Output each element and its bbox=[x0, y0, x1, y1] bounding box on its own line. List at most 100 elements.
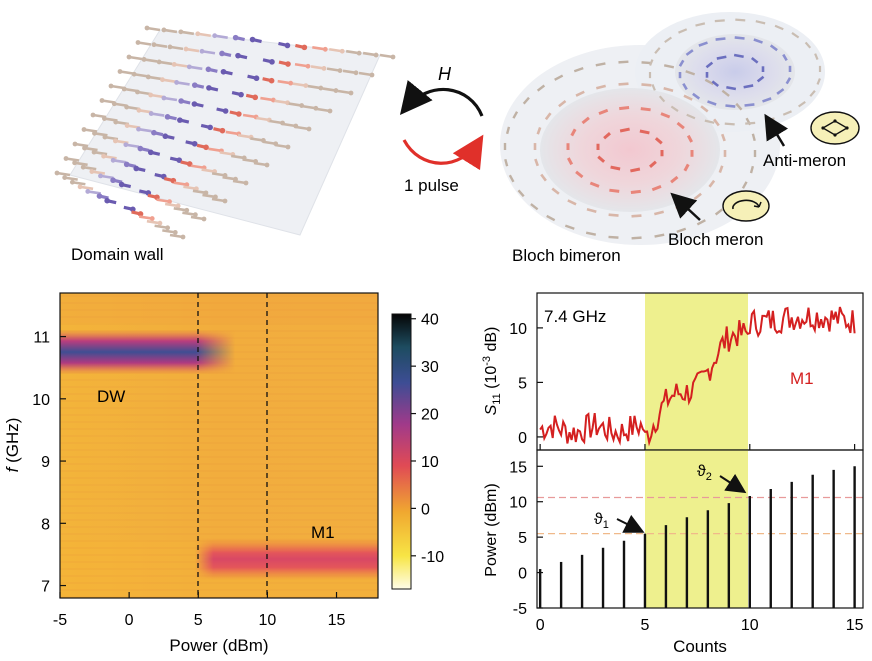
bimeron-spin bbox=[774, 24, 784, 31]
bimeron-spin bbox=[575, 90, 585, 97]
bimeron-spin bbox=[696, 219, 706, 226]
bimeron-spin bbox=[676, 227, 687, 234]
bimeron-spin bbox=[676, 121, 685, 130]
bar-y-tick: 5 bbox=[518, 530, 527, 547]
bimeron-spin bbox=[809, 90, 816, 97]
spin-arrow-head bbox=[268, 77, 275, 84]
spin-arrow-head bbox=[151, 42, 157, 48]
spin-arrow-head bbox=[121, 86, 127, 92]
bimeron-spin bbox=[704, 78, 714, 86]
spin-arrow-head bbox=[111, 101, 117, 107]
spin-arrow-head bbox=[220, 68, 227, 75]
bimeron-spin bbox=[654, 47, 661, 54]
bimeron-spin bbox=[619, 127, 630, 133]
spin-arrow-head bbox=[186, 64, 192, 70]
spin-arrow-head bbox=[118, 181, 125, 188]
bimeron-spin bbox=[707, 100, 717, 106]
bimeron-spin bbox=[654, 137, 663, 145]
bimeron-spin bbox=[619, 105, 630, 111]
spin-arrow-head bbox=[176, 157, 183, 163]
meron-swirl-icon bbox=[722, 190, 770, 222]
spin-arrow-head bbox=[101, 153, 107, 159]
spin-arrow-head bbox=[137, 145, 144, 152]
bimeron-spin bbox=[692, 92, 701, 100]
meron-pointer bbox=[670, 192, 701, 221]
colorbar: 40 30 20 10 0 -10 bbox=[391, 312, 444, 590]
spin-arrow-head bbox=[238, 91, 244, 98]
bimeron-spin bbox=[575, 170, 584, 179]
bimeron-spin bbox=[686, 134, 694, 143]
bimeron-spin bbox=[743, 84, 754, 89]
spin-arrow-head bbox=[136, 126, 141, 132]
spin-arrow-head bbox=[162, 133, 169, 140]
spin-arrow-head bbox=[110, 177, 116, 184]
anti-meron-label: Anti-meron bbox=[763, 151, 846, 170]
bimeron-spin bbox=[589, 181, 600, 188]
s11-series-line bbox=[539, 306, 856, 447]
spin-arrow-head bbox=[151, 129, 157, 136]
heatmap-panel: -5 0 5 10 15 11 10 9 8 7 DW M1 Power (dBm) f (GHz… bbox=[3, 292, 379, 655]
bimeron-spin bbox=[782, 53, 788, 62]
bimeron-spin bbox=[536, 84, 546, 92]
spin-arrow-head bbox=[144, 25, 150, 31]
spin-arrow-head bbox=[161, 27, 167, 33]
bimeron-spin bbox=[724, 122, 735, 126]
spin-arrow-head bbox=[284, 42, 291, 49]
spin-arrow-head bbox=[191, 140, 198, 147]
bimeron-spin bbox=[660, 112, 671, 119]
spin-arrow-head bbox=[167, 199, 172, 205]
spin-arrow-head bbox=[174, 80, 180, 85]
bimeron-spin bbox=[683, 163, 690, 172]
bimeron-spin bbox=[536, 127, 542, 135]
spin-arrow-head bbox=[135, 89, 140, 95]
label-dw: DW bbox=[97, 387, 125, 406]
spin-arrow-head bbox=[327, 108, 333, 114]
power-bar-chart: 15 10 5 0 -5 0 5 10 15 ϑ1 ϑ2 Counts Power (dBm) bbox=[483, 449, 864, 656]
spin-arrow-head bbox=[219, 50, 225, 57]
spin-arrow-head bbox=[80, 164, 86, 170]
bimeron-spin bbox=[734, 36, 745, 40]
spin-arrow-head bbox=[249, 36, 256, 43]
bimeron-spin bbox=[609, 188, 620, 193]
bimeron-spin bbox=[713, 118, 720, 127]
bimeron-spin bbox=[708, 179, 716, 188]
bimeron-spin bbox=[678, 59, 685, 67]
bimeron-spin bbox=[791, 32, 800, 39]
bimeron-spin bbox=[595, 62, 606, 67]
spin-arrow-head bbox=[148, 92, 154, 98]
field-symbol: H bbox=[438, 64, 452, 84]
bimeron-spin bbox=[639, 129, 650, 135]
spin-arrow-head bbox=[232, 34, 239, 41]
spin-arrow-head bbox=[206, 85, 212, 91]
bimeron-spin bbox=[595, 84, 606, 90]
colorbar-tick: 30 bbox=[421, 359, 439, 376]
spin-arrow-head bbox=[205, 66, 212, 73]
theta1-label: ϑ1 bbox=[594, 511, 609, 531]
spin-arrow-head bbox=[72, 141, 78, 147]
spin-arrow-head bbox=[269, 59, 275, 65]
pulse-arrow bbox=[402, 134, 484, 171]
bimeron-spin bbox=[735, 18, 746, 22]
spin-arrow-head bbox=[77, 184, 83, 190]
spin-arrow-head bbox=[85, 189, 91, 194]
bimeron-spin bbox=[714, 19, 725, 23]
spin-arrow-head bbox=[117, 69, 123, 74]
bimeron-spin bbox=[797, 100, 806, 108]
bimeron-spin bbox=[695, 22, 706, 27]
spin-arrow-head bbox=[165, 225, 171, 231]
bimeron-spin bbox=[735, 102, 743, 111]
highlight-top bbox=[645, 293, 748, 450]
bimeron-spin bbox=[586, 207, 597, 213]
bimeron-spin bbox=[685, 70, 696, 76]
bimeron-spin bbox=[744, 103, 755, 107]
bimeron-spin bbox=[651, 184, 662, 192]
bimeron-spin bbox=[721, 133, 726, 142]
bimeron-spin bbox=[804, 41, 812, 49]
spin-arrow-head bbox=[321, 66, 327, 71]
spin-arrow-head bbox=[69, 179, 75, 185]
spin-arrow-head bbox=[156, 59, 162, 65]
bimeron-spin bbox=[598, 108, 609, 116]
bimeron-spin bbox=[631, 214, 642, 218]
bimeron-spin bbox=[530, 203, 539, 211]
spin-arrow-head bbox=[147, 149, 154, 156]
